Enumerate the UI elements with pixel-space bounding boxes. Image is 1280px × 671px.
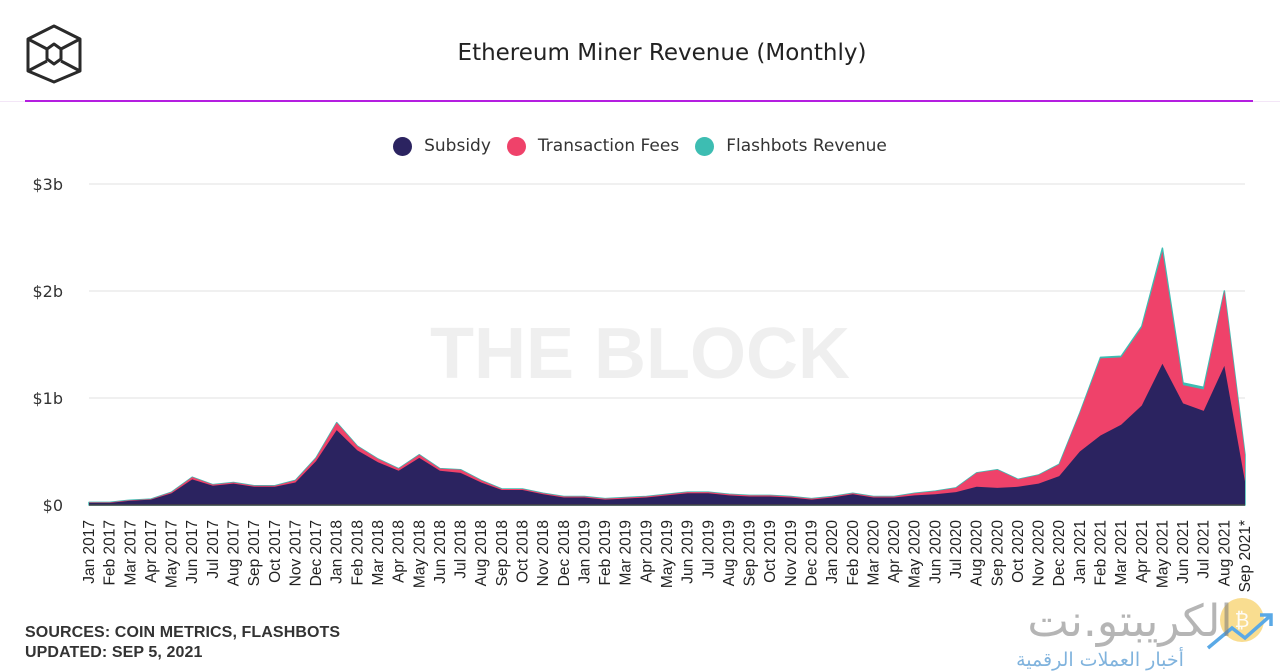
- x-tick-label: Feb 2017: [102, 520, 119, 586]
- x-tick-label: Feb 2018: [349, 520, 366, 586]
- sources-note: SOURCES: COIN METRICS, FLASHBOTS: [25, 624, 341, 641]
- x-tick-label: Nov 2017: [287, 520, 304, 586]
- x-tick-label: May 2021: [1154, 520, 1171, 588]
- x-tick-label: Aug 2018: [473, 520, 490, 586]
- x-tick-label: Nov 2018: [535, 520, 552, 586]
- x-tick-label: Mar 2018: [370, 520, 387, 585]
- x-tick-label: Dec 2018: [556, 520, 573, 586]
- y-tick-label: $2b: [32, 282, 63, 301]
- x-tick-label: Jan 2020: [824, 520, 841, 584]
- x-tick-label: May 2017: [164, 520, 181, 588]
- x-tick-label: Feb 2020: [845, 520, 862, 586]
- legend-label-subsidy: Subsidy: [424, 136, 491, 156]
- x-tick-label: Jun 2018: [432, 520, 449, 584]
- x-tick-label: Mar 2021: [1113, 520, 1130, 585]
- legend-swatch-subsidy: [393, 136, 413, 156]
- updated-note: UPDATED: SEP 5, 2021: [25, 644, 203, 661]
- header-divider-faint-right: [1253, 101, 1280, 102]
- legend-swatch-transaction-fees: [506, 136, 526, 156]
- legend-item-flashbots-revenue[interactable]: Flashbots Revenue: [695, 136, 887, 156]
- legend-label-flashbots-revenue: Flashbots Revenue: [726, 136, 887, 156]
- x-tick-label: Sep 2018: [494, 520, 511, 586]
- x-tick-label: Apr 2017: [143, 520, 160, 583]
- x-tick-label: Mar 2017: [122, 520, 139, 585]
- the-block-watermark: THE BLOCK: [430, 314, 850, 394]
- x-tick-label: Oct 2019: [762, 520, 779, 583]
- x-tick-label: Apr 2019: [638, 520, 655, 583]
- x-tick-label: Jun 2020: [927, 520, 944, 584]
- y-tick-label: $3b: [32, 175, 63, 194]
- legend-item-transaction-fees[interactable]: Transaction Fees: [506, 136, 680, 156]
- x-tick-label: Apr 2018: [391, 520, 408, 583]
- svg-text:₿: ₿: [1235, 608, 1250, 632]
- x-tick-label: Dec 2017: [308, 520, 325, 586]
- x-tick-label: Jul 2017: [205, 520, 222, 579]
- x-tick-label: Feb 2021: [1093, 520, 1110, 586]
- legend-label-transaction-fees: Transaction Fees: [537, 136, 680, 156]
- x-tick-label: Aug 2020: [969, 520, 986, 587]
- x-tick-label: May 2018: [411, 520, 428, 588]
- x-tick-label: Aug 2021: [1216, 520, 1233, 586]
- x-tick-label: Mar 2020: [865, 520, 882, 586]
- x-axis-ticks: Jan 2017 Feb 2017 Mar 2017 Apr 2017 May 2017…: [81, 520, 1254, 593]
- header-divider-faint-left: [0, 101, 25, 102]
- x-tick-label: Dec 2019: [804, 520, 821, 586]
- x-tick-label: Dec 2020: [1051, 520, 1068, 587]
- x-tick-label: Jul 2019: [700, 520, 717, 579]
- alcrypto-tagline: أخبار العملات الرقمية: [1016, 647, 1184, 671]
- alcrypto-name: الكريبتو.نت: [1027, 596, 1232, 647]
- x-tick-label: Feb 2019: [597, 520, 614, 586]
- header-divider: [25, 100, 1253, 102]
- x-tick-label: Oct 2020: [1010, 520, 1027, 583]
- area-subsidy: [89, 363, 1245, 505]
- x-tick-label: Jul 2020: [948, 520, 965, 579]
- gridlines: [89, 183, 1245, 399]
- the-block-logo-icon: [26, 24, 82, 84]
- x-tick-label: May 2019: [659, 520, 676, 588]
- area-series: [88, 247, 1246, 506]
- x-tick-label: Nov 2020: [1031, 520, 1048, 587]
- x-tick-label: May 2020: [907, 520, 924, 588]
- y-tick-label: $0: [43, 496, 63, 515]
- x-tick-label: Sep 2019: [742, 520, 759, 586]
- alcrypto-watermark-logo: ₿ الكريبتو.نت أخبار العملات الرقمية: [1016, 596, 1273, 671]
- x-tick-label: Oct 2018: [515, 520, 532, 583]
- x-tick-label: Jun 2019: [680, 520, 697, 584]
- x-tick-label: Aug 2019: [721, 520, 738, 586]
- x-tick-label: Sep 2020: [989, 520, 1006, 587]
- x-tick-label: Jan 2018: [329, 520, 346, 584]
- x-tick-label: Mar 2019: [618, 520, 635, 585]
- x-tick-label: Jan 2021: [1072, 520, 1089, 584]
- x-tick-label: Oct 2017: [267, 520, 284, 583]
- chart-title: Ethereum Miner Revenue (Monthly): [457, 40, 867, 66]
- x-tick-label: Jan 2019: [576, 520, 593, 584]
- x-tick-label: Nov 2019: [783, 520, 800, 586]
- x-tick-label: Sep 2017: [246, 520, 263, 586]
- x-tick-label: Jul 2021: [1196, 520, 1213, 579]
- x-tick-label: Jun 2017: [184, 520, 201, 584]
- y-axis-ticks: $0 $1b $2b $3b: [32, 175, 63, 515]
- chart-legend: Subsidy Transaction Fees Flashbots Reven…: [0, 136, 1280, 156]
- x-tick-label: Apr 2021: [1134, 520, 1151, 583]
- legend-swatch-flashbots-revenue: [695, 136, 715, 156]
- trend-arrow-icon: [1206, 614, 1272, 650]
- y-tick-label: $1b: [32, 389, 63, 408]
- x-tick-label: Sep 2021*: [1237, 520, 1254, 592]
- x-tick-label: Jan 2017: [81, 520, 98, 584]
- x-tick-label: Jun 2021: [1175, 520, 1192, 584]
- x-tick-label: Jul 2018: [453, 520, 470, 579]
- x-tick-label: Aug 2017: [226, 520, 243, 586]
- x-tick-label: Apr 2020: [886, 520, 903, 583]
- legend-item-subsidy[interactable]: Subsidy: [393, 136, 491, 156]
